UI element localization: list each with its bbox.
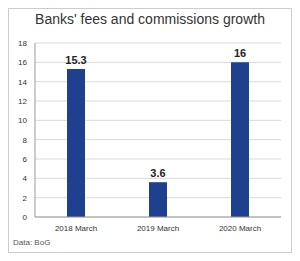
svg-text:15.3: 15.3 [65,54,86,66]
svg-text:18: 18 [18,39,27,48]
svg-text:14: 14 [18,78,27,87]
svg-text:3.6: 3.6 [150,167,165,179]
html-text:Data: BoG: Data: BoG [13,238,51,247]
svg-text:10: 10 [18,116,27,125]
svg-text:2018 March: 2018 March [55,224,97,233]
svg-text:6: 6 [23,155,28,164]
html-text:Banks' fees and commissions gr: Banks' fees and commissions growth [35,11,265,27]
svg-text:12: 12 [18,97,27,106]
svg-text:16: 16 [18,58,27,67]
svg-text:0: 0 [23,213,28,222]
svg-text:2019 March: 2019 March [137,224,179,233]
svg-text:4: 4 [23,174,28,183]
svg-text:2020 March: 2020 March [219,224,261,233]
svg-text:16: 16 [234,47,246,59]
svg-text:2: 2 [23,194,28,203]
svg-text:8: 8 [23,136,28,145]
